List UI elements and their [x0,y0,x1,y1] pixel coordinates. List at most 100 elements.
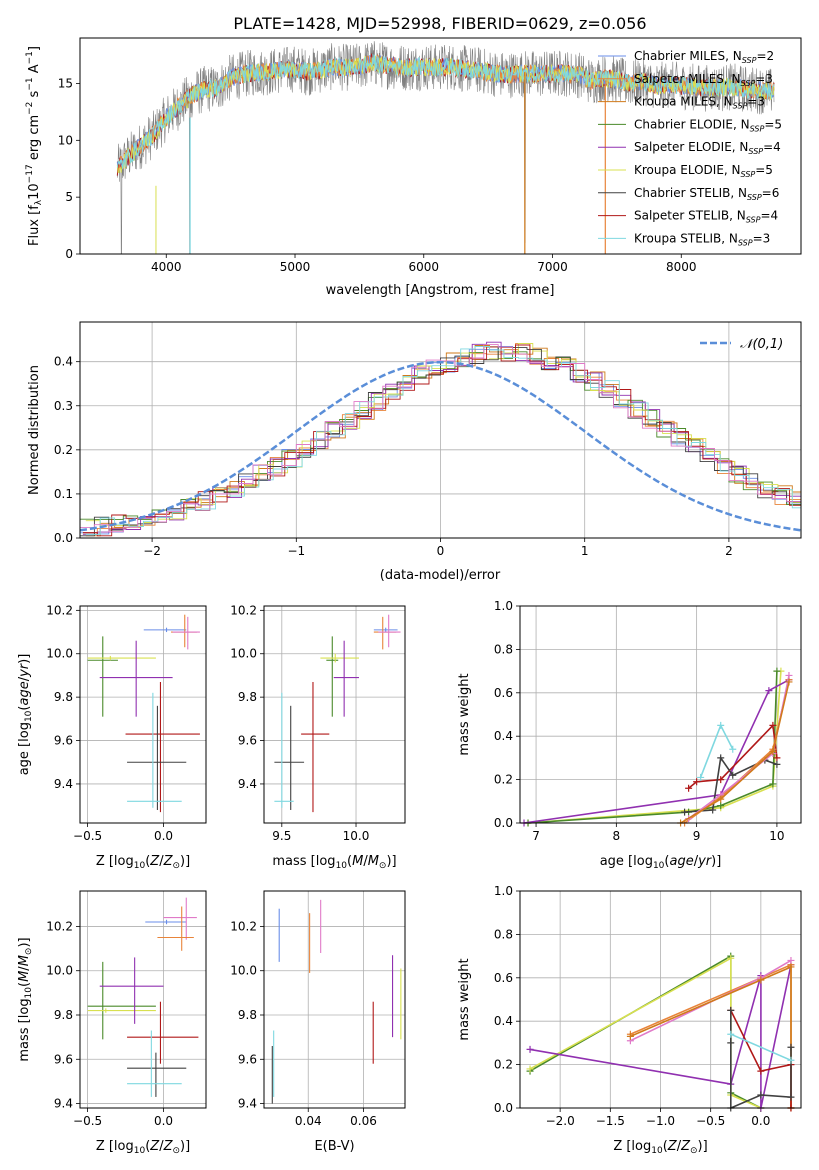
tick-label-y: 0.1 [54,487,73,501]
tick-label-y: 10.0 [230,964,257,978]
weight-marker [787,1043,795,1051]
weight-marker [785,671,793,679]
tick-label-y: 5 [65,190,73,204]
weight-vs-Z-ylabel: mass weight [457,958,472,1040]
legend-label: Kroupa ELODIE, NSSP=5 [634,163,773,179]
legend-label: Kroupa MILES, NSSP=3 [634,95,765,111]
age-vs-Z-panel: −0.5 0.0 9.4 9.6 9.8 10.0 10.2 Z [log10(Z/Z⊙)] a… [17,603,207,871]
tick-label-y: 9.8 [238,1008,257,1022]
tick-label-y: 0.8 [494,927,513,941]
tick-label-x: 0.04 [295,1114,322,1128]
mass-vs-EBV-xlabel: E(B-V) [314,1139,354,1154]
weight-marker [626,1032,634,1040]
weight-marker [769,721,777,729]
tick-label-y: 0.4 [494,729,513,743]
weight-marker [727,954,735,962]
histogram-step [82,344,801,537]
weight-vs-age-panel: 7 8 9 10 0.0 0.2 0.4 0.6 0.8 1.0 age [log10(age/yr… [457,599,802,871]
tick-label-x: 6000 [408,260,439,274]
tick-label-x: 5000 [280,260,311,274]
weight-marker [526,1065,534,1073]
tick-label-x: −1 [287,544,305,558]
weight-marker [526,1045,534,1053]
weight-line [729,1010,792,1110]
mass-vs-Z-ylabel: mass [log10(M/M⊙)] [17,937,34,1061]
weight-marker [769,747,777,755]
axes-frame [79,890,207,1109]
tick-label-y: 1.0 [494,884,513,898]
residual-ylabel: Normed distribution [27,365,42,495]
tick-label-y: 9.6 [238,1052,257,1066]
tick-label-y: 15 [58,76,73,90]
legend-label: Kroupa STELIB, NSSP=3 [634,231,770,247]
axes-frame [519,605,802,824]
weight-marker [773,760,781,768]
tick-label-y: 10.2 [46,603,73,617]
tick-label-y: 9.6 [238,734,257,748]
weight-marker [717,795,725,803]
tick-label-y: 0.0 [54,531,73,545]
tick-label-x: −1.5 [596,1114,625,1128]
tick-label-y: 9.4 [238,1097,257,1111]
tick-label-y: 0.0 [494,816,513,830]
age-vs-Z-xlabel: Z [log10(Z/Z⊙)] [96,854,190,871]
weight-line [684,755,778,813]
tick-label-y: 9.4 [54,1097,73,1111]
legend-label: Chabrier STELIB, NSSP=6 [634,186,779,202]
tick-label-y: 9.4 [238,777,257,791]
tick-label-x: 0.0 [751,1114,770,1128]
age-vs-mass-xlabel: mass [log10(M/M⊙)] [272,854,396,871]
weight-marker [773,667,781,675]
tick-label-y: 0.4 [54,355,73,369]
legend-label: Chabrier ELODIE, NSSP=5 [634,117,782,133]
legend-label: Salpeter ELODIE, NSSP=4 [634,140,781,156]
age-vs-mass-panel: 9.5 10.0 9.4 9.6 9.8 10.0 10.2 mass [log10(M/M⊙… [230,603,406,871]
tick-label-y: 9.6 [54,1052,73,1066]
tick-label-x: 8 [613,829,621,843]
tick-label-x: 7 [532,829,540,843]
tick-label-y: 9.8 [54,1008,73,1022]
tick-label-x: 1 [581,544,589,558]
tick-label-y: 10.0 [230,647,257,661]
histogram-step [80,346,801,537]
weight-marker [681,808,689,816]
tick-label-x: 0.06 [350,1114,377,1128]
spectrum-panel: 4000 5000 6000 7000 8000 0 5 10 15 wavelength [A… [25,37,802,298]
tick-label-y: 10.2 [46,919,73,933]
weight-marker [787,963,795,971]
tick-label-y: 0.8 [494,642,513,656]
tick-label-x: 8000 [666,260,697,274]
axes-frame [263,605,406,824]
tick-label-y: 9.8 [54,690,73,704]
weight-marker [717,802,725,810]
weight-marker [729,745,737,753]
weight-marker [785,678,793,686]
tick-label-y: 0 [65,247,73,261]
tick-label-y: 0.2 [494,1058,513,1072]
weight-marker [757,1067,765,1075]
tick-label-x: 9 [693,829,701,843]
mass-vs-EBV-panel: 0.04 0.06 9.4 9.6 9.8 10.0 10.2 E(B-V) [230,890,406,1154]
tick-label-y: 0.4 [494,1014,513,1028]
weight-marker [693,778,701,786]
age-vs-Z-ylabel: age [log10(age/yr)] [17,654,34,776]
weight-vs-Z-panel: −2.0 −1.5 −1.0 −0.5 0.0 0.0 0.2 0.4 0.6 0.8 1.0 Z [… [457,884,802,1156]
residual-xlabel: (data-model)/error [380,568,501,583]
tick-label-y: 10.0 [46,647,73,661]
tick-label-y: 10.0 [46,964,73,978]
weight-line [730,1033,792,1062]
weight-line [523,679,790,824]
tick-label-x: −2 [143,544,161,558]
tick-label-x: −0.5 [73,1114,102,1128]
tick-label-y: 10.2 [230,603,257,617]
tick-label-x: 4000 [151,260,182,274]
weight-vs-age-xlabel: age [log10(age/yr)] [600,854,722,871]
tick-label-y: 9.8 [238,690,257,704]
weight-marker [757,976,765,984]
tick-label-y: 0.6 [494,971,513,985]
weight-marker [769,780,777,788]
axes-frame [519,890,802,1109]
tick-label-x: 0.0 [154,829,173,843]
tick-label-x: 0 [437,544,445,558]
